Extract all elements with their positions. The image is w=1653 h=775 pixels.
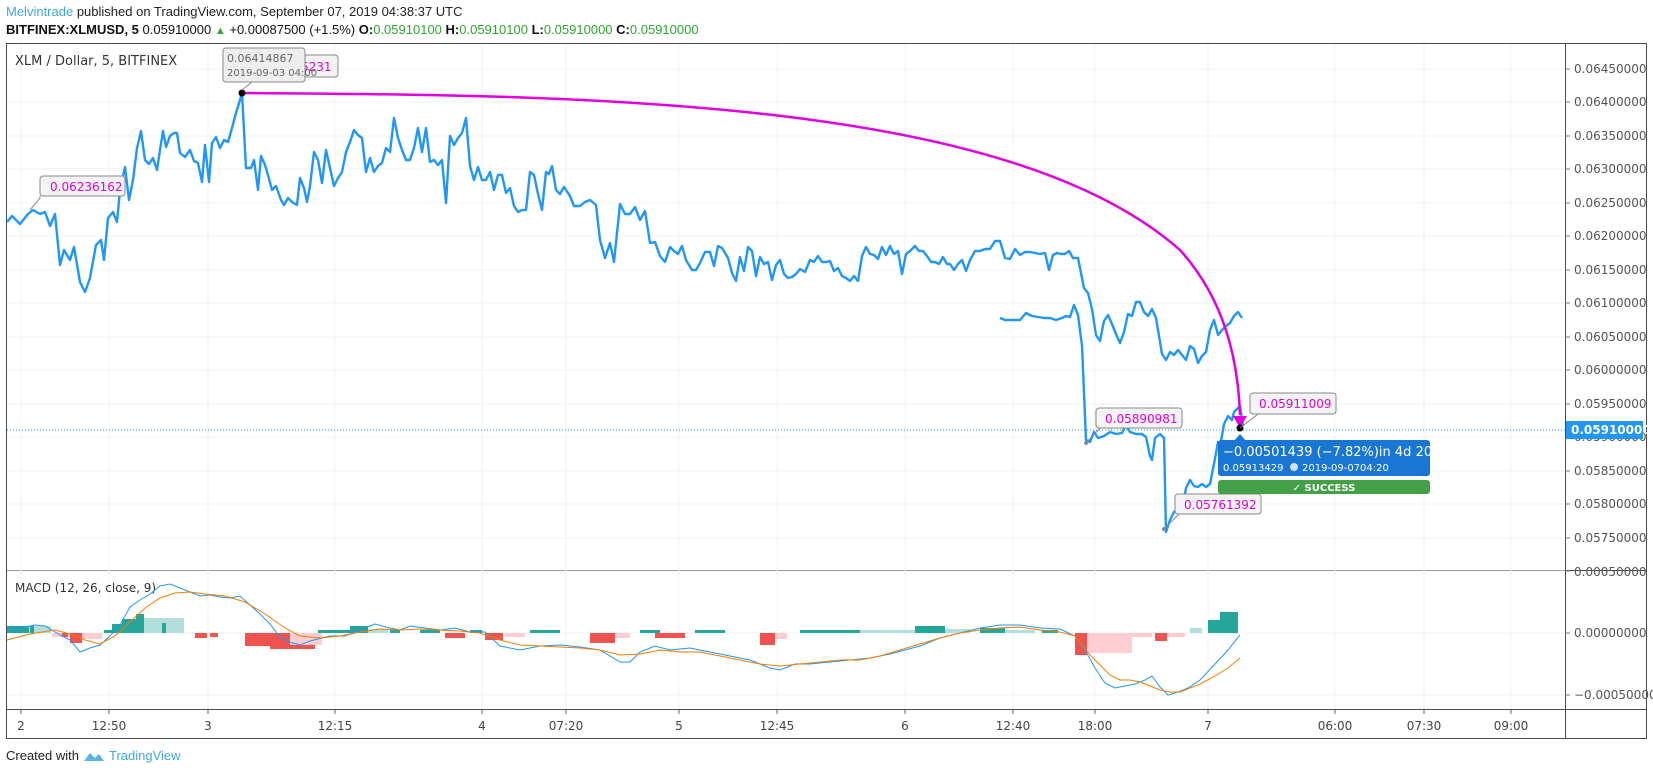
time-tick: 2 bbox=[17, 719, 25, 733]
close-label: C: bbox=[616, 22, 630, 37]
time-tick: 7 bbox=[1204, 719, 1212, 733]
time-tick: 07:20 bbox=[549, 719, 584, 733]
label-text: 0.06236162 bbox=[50, 180, 123, 194]
measure-date: 2019-09-07 bbox=[1302, 463, 1360, 474]
price-tick: 0.05950000 bbox=[1574, 397, 1647, 411]
low-value: 0.05910000 bbox=[543, 22, 613, 37]
start-point bbox=[238, 89, 246, 97]
price-tick: 0.06150000 bbox=[1574, 263, 1647, 277]
price-line-late bbox=[999, 303, 1245, 534]
measure-price: 0.05913429 bbox=[1223, 463, 1283, 474]
price-tick: 0.06050000 bbox=[1574, 330, 1647, 344]
measure-box[interactable]: −0.00501439 (−7.82%)in 4d 20m 0.05913429… bbox=[1218, 434, 1445, 494]
price-tick: 0.06450000 bbox=[1574, 62, 1647, 76]
chart-legend[interactable]: XLM / Dollar, 5, BITFINEX bbox=[15, 54, 177, 69]
current-price-tag bbox=[1566, 421, 1643, 439]
price-label-5[interactable]: 0.05911009 bbox=[1239, 392, 1337, 429]
time-grid bbox=[20, 44, 1512, 709]
projection-arrow bbox=[241, 91, 1242, 416]
close-value: 0.05910000 bbox=[629, 22, 699, 37]
time-axis[interactable]: 2 12:50 3 12:15 4 07:20 5 12:45 6 12:40 … bbox=[17, 719, 1528, 733]
chart-frame bbox=[6, 43, 1647, 739]
time-tick: 09:00 bbox=[1494, 719, 1529, 733]
time-tick: 07:30 bbox=[1407, 719, 1442, 733]
up-arrow-icon: ▲ bbox=[214, 25, 226, 37]
label-text: 0.05761392 bbox=[1184, 498, 1257, 512]
time-tick: 3 bbox=[204, 719, 212, 733]
time-tick: 12:15 bbox=[318, 719, 353, 733]
footer: Created with TradingView bbox=[6, 748, 181, 763]
low-label: L: bbox=[531, 22, 544, 37]
price-tick: 0.06100000 bbox=[1574, 296, 1647, 310]
tooltip-date: 2019-09-03 04:00 bbox=[227, 68, 317, 79]
success-text: ✓ SUCCESS bbox=[1293, 483, 1356, 494]
published-text: published on TradingView.com, September … bbox=[76, 4, 463, 19]
macd-tick: −0.00050000 bbox=[1574, 688, 1653, 702]
price-tick: 0.06300000 bbox=[1574, 162, 1647, 176]
tradingview-link[interactable]: TradingView bbox=[108, 748, 181, 763]
price-tick: 0.05750000 bbox=[1574, 531, 1647, 545]
macd-line bbox=[6, 583, 1241, 696]
open-value: 0.05910100 bbox=[373, 22, 442, 37]
price-line bbox=[6, 91, 1243, 365]
time-tick: 12:50 bbox=[92, 719, 127, 733]
price-tick: 0.06250000 bbox=[1574, 196, 1647, 210]
macd-tick: 0.00050000 bbox=[1574, 565, 1647, 579]
arrow-head-icon bbox=[1233, 416, 1247, 428]
open-label: O: bbox=[358, 22, 374, 37]
high-value: 0.05910100 bbox=[459, 22, 528, 37]
price-label-1[interactable]: 0.06236162 bbox=[29, 175, 126, 211]
macd-tick: 0.00000000 bbox=[1574, 626, 1647, 640]
success-badge bbox=[1218, 480, 1430, 494]
clock-icon bbox=[1290, 463, 1298, 471]
price-axis[interactable]: 0.06450000 0.06400000 0.06350000 0.06300… bbox=[1574, 62, 1647, 545]
price-label-3[interactable]: 0.05890981 bbox=[1084, 407, 1183, 445]
time-tick: 12:40 bbox=[996, 719, 1031, 733]
price-tick: 0.06200000 bbox=[1574, 229, 1647, 243]
price-tick: 0.05850000 bbox=[1574, 464, 1647, 478]
symbol-info: BITFINEX:XLMUSD, 5 0.05910000 ▲ +0.00087… bbox=[6, 22, 699, 37]
publish-info: Melvintrade published on TradingView.com… bbox=[6, 4, 463, 19]
peak-tooltip: 0.06414867 2019-09-03 04:00 bbox=[222, 47, 317, 91]
time-tick: 12:45 bbox=[760, 719, 795, 733]
tooltip-price: 0.06414867 bbox=[227, 52, 293, 65]
price-tick: 0.06350000 bbox=[1574, 129, 1647, 143]
measure-change: −0.00501439 (−7.82%)in 4d 20m bbox=[1223, 445, 1445, 460]
tradingview-logo-icon bbox=[83, 752, 104, 761]
time-tick: 4 bbox=[478, 719, 486, 733]
created-with-text: Created with bbox=[6, 748, 79, 763]
price-tick: 0.05800000 bbox=[1574, 497, 1647, 511]
price-label-4[interactable]: 0.05761392 bbox=[1162, 493, 1262, 531]
label-text: 0.05911009 bbox=[1259, 397, 1332, 411]
label-text: 5231 bbox=[301, 60, 332, 74]
time-tick: 5 bbox=[675, 719, 683, 733]
author-link[interactable]: Melvintrade bbox=[6, 4, 74, 19]
time-ticks bbox=[20, 710, 1512, 714]
price-tick: 0.06000000 bbox=[1574, 363, 1647, 377]
macd-legend[interactable]: MACD (12, 26, close, 9) bbox=[15, 581, 156, 595]
last-price: 0.05910000 bbox=[142, 22, 212, 37]
price-change: +0.00087500 (+1.5%) bbox=[229, 22, 356, 37]
signal-line bbox=[6, 591, 1241, 693]
time-tick: 06:00 bbox=[1318, 719, 1353, 733]
measure-time: 04:20 bbox=[1360, 463, 1389, 474]
macd-histogram bbox=[7, 612, 1238, 655]
price-tick: 0.06400000 bbox=[1574, 95, 1647, 109]
high-label: H: bbox=[445, 22, 460, 37]
macd-axis[interactable]: 0.00050000 0.00000000 −0.00050000 bbox=[1574, 565, 1653, 702]
symbol: BITFINEX:XLMUSD, 5 bbox=[6, 22, 139, 37]
time-tick: 6 bbox=[901, 719, 909, 733]
time-tick: 18:00 bbox=[1078, 719, 1113, 733]
current-price-text: 0.05910000 bbox=[1571, 423, 1651, 437]
label-text: 0.05890981 bbox=[1105, 412, 1178, 426]
